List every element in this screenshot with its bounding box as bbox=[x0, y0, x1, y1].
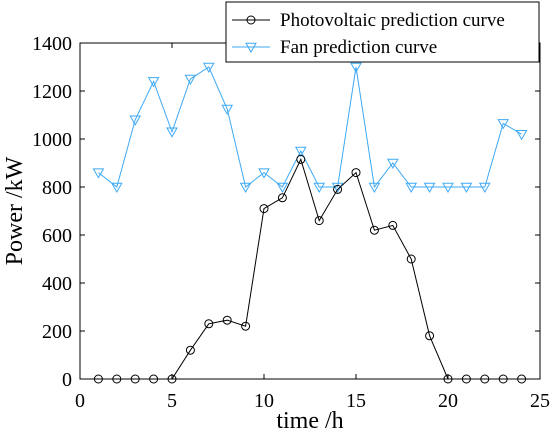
x-tick-label: 10 bbox=[254, 390, 274, 412]
y-tick-label: 200 bbox=[42, 321, 72, 343]
legend-label-0: Photovoltaic prediction curve bbox=[280, 10, 505, 31]
data-point-1 bbox=[386, 158, 399, 170]
data-point-1 bbox=[166, 127, 178, 138]
data-point-1 bbox=[258, 168, 270, 179]
data-point-1 bbox=[110, 182, 123, 194]
plot-frame bbox=[79, 42, 541, 380]
data-point-0 bbox=[369, 225, 379, 235]
data-point-0 bbox=[241, 321, 251, 331]
legend: Photovoltaic prediction curve Fan predict… bbox=[225, 1, 540, 63]
data-point-1 bbox=[423, 182, 436, 194]
legend-marker-1 bbox=[245, 42, 257, 54]
data-point-0 bbox=[314, 216, 324, 226]
data-point-1 bbox=[442, 182, 454, 194]
data-point-1 bbox=[202, 62, 215, 74]
legend-box bbox=[225, 1, 540, 63]
data-point-1 bbox=[92, 168, 105, 179]
data-point-1 bbox=[313, 182, 326, 194]
data-point-0 bbox=[333, 184, 343, 194]
data-point-1 bbox=[129, 115, 142, 126]
data-point-0 bbox=[222, 315, 232, 325]
series-line-0 bbox=[98, 158, 522, 380]
data-point-0 bbox=[259, 204, 269, 214]
y-tick-label: 0 bbox=[62, 369, 72, 391]
data-point-0 bbox=[204, 319, 214, 329]
x-tick-label: 25 bbox=[530, 390, 550, 412]
data-point-1 bbox=[184, 74, 197, 86]
x-tick-label: 15 bbox=[346, 390, 366, 412]
y-tick-label: 400 bbox=[42, 273, 72, 295]
x-tick-label: 0 bbox=[75, 390, 85, 412]
data-point-1 bbox=[239, 182, 252, 194]
legend-marker-0 bbox=[246, 15, 256, 25]
data-point-0 bbox=[277, 193, 287, 203]
data-point-0 bbox=[388, 220, 398, 230]
data-point-1 bbox=[294, 146, 307, 158]
data-point-0 bbox=[351, 168, 361, 178]
data-point-1 bbox=[221, 104, 234, 116]
data-point-1 bbox=[405, 182, 418, 194]
y-tick-label: 800 bbox=[42, 177, 72, 199]
data-point-1 bbox=[478, 182, 491, 194]
data-point-1 bbox=[368, 182, 381, 194]
data-point-0 bbox=[185, 345, 195, 355]
ticks-layer: 0 5 10 15 20 25 0 200 400 600 800 1000 1200 1400 bbox=[32, 33, 550, 412]
data-point-1 bbox=[276, 182, 289, 194]
plot-layer bbox=[92, 62, 528, 384]
data-point-1 bbox=[515, 129, 528, 141]
x-axis-title: time /h bbox=[276, 408, 343, 434]
y-tick-label: 1000 bbox=[32, 129, 72, 151]
data-point-0 bbox=[425, 331, 435, 341]
y-tick-label: 1200 bbox=[32, 81, 72, 103]
x-tick-label: 20 bbox=[438, 390, 458, 412]
y-axis-title: Power /kW bbox=[2, 156, 28, 265]
series-line-1 bbox=[98, 66, 522, 189]
x-tick-label: 5 bbox=[167, 390, 177, 412]
data-point-1 bbox=[147, 77, 160, 88]
y-tick-label: 600 bbox=[42, 225, 72, 247]
data-point-1 bbox=[350, 62, 362, 74]
data-point-1 bbox=[497, 119, 510, 130]
data-point-0 bbox=[296, 154, 306, 164]
data-point-0 bbox=[406, 254, 416, 264]
data-point-1 bbox=[460, 182, 473, 194]
y-tick-label: 1400 bbox=[32, 33, 72, 55]
legend-label-1: Fan prediction curve bbox=[280, 37, 437, 58]
